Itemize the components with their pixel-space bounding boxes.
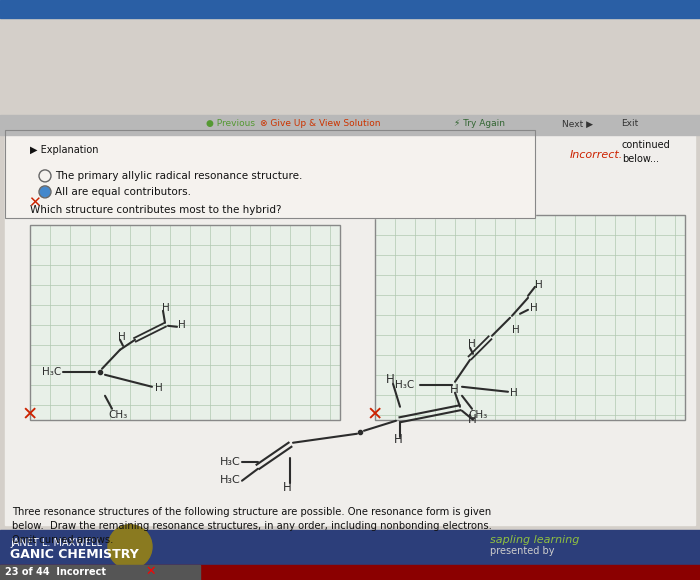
Text: H₃C: H₃C	[395, 380, 414, 390]
Text: Which structure contributes most to the hybrid?: Which structure contributes most to the …	[30, 205, 281, 215]
Text: CH₃: CH₃	[108, 409, 127, 420]
Text: H: H	[118, 332, 126, 342]
Text: ▶ Explanation: ▶ Explanation	[30, 145, 99, 155]
Text: H: H	[468, 339, 476, 349]
Text: JANET L. MAXWELL: JANET L. MAXWELL	[10, 538, 102, 548]
Text: H: H	[162, 303, 169, 313]
Text: H: H	[386, 374, 394, 386]
Text: ✕: ✕	[367, 406, 384, 425]
Text: ⊗ Give Up & View Solution: ⊗ Give Up & View Solution	[260, 119, 380, 128]
Bar	[0, 565, 700, 579]
Bar	[375, 215, 685, 420]
Text: CH₃: CH₃	[468, 409, 487, 420]
Text: ⚡ Try Again: ⚡ Try Again	[454, 119, 505, 128]
Bar	[375, 215, 685, 420]
Text: sapling learning: sapling learning	[490, 535, 580, 545]
Bar	[5, 130, 535, 218]
Text: ✕: ✕	[145, 565, 155, 578]
Text: All are equal contributors.: All are equal contributors.	[55, 187, 191, 197]
Circle shape	[40, 171, 50, 181]
Circle shape	[40, 187, 50, 197]
Bar	[30, 225, 340, 420]
Text: ✕: ✕	[28, 195, 41, 211]
Text: H: H	[530, 303, 538, 313]
Text: H: H	[178, 320, 186, 330]
Text: The primary allylic radical resonance structure.: The primary allylic radical resonance st…	[55, 171, 302, 181]
Text: H: H	[510, 388, 518, 398]
Text: GANIC CHEMISTRY: GANIC CHEMISTRY	[10, 548, 139, 561]
Text: H: H	[450, 383, 459, 396]
Text: H₃C: H₃C	[220, 456, 241, 467]
Text: presented by: presented by	[490, 546, 554, 556]
Text: 23 of 44  Incorrect: 23 of 44 Incorrect	[5, 567, 106, 577]
Bar	[30, 225, 340, 420]
Text: H: H	[468, 414, 477, 426]
Text: H: H	[535, 280, 542, 290]
Text: Incorrect.: Incorrect.	[570, 150, 623, 160]
Text: H: H	[283, 481, 291, 494]
Text: Exit: Exit	[622, 119, 638, 128]
Text: ● Previous: ● Previous	[206, 119, 255, 128]
Text: H₃C: H₃C	[42, 367, 62, 377]
Circle shape	[108, 525, 152, 568]
Bar	[0, 565, 200, 579]
Text: Next ▶: Next ▶	[563, 119, 594, 128]
Text: H₃C: H₃C	[220, 474, 241, 485]
Bar	[0, 0, 700, 18]
Text: continued
below...: continued below...	[622, 140, 671, 164]
Bar	[0, 530, 700, 565]
Text: H: H	[512, 325, 519, 335]
Bar	[5, 130, 535, 218]
Bar	[5, 130, 695, 525]
Bar	[0, 115, 700, 135]
Text: H: H	[155, 383, 162, 393]
Text: H: H	[393, 433, 402, 446]
Text: Three resonance structures of the following structure are possible. One resonanc: Three resonance structures of the follow…	[12, 507, 492, 545]
Text: ✕: ✕	[22, 406, 38, 425]
